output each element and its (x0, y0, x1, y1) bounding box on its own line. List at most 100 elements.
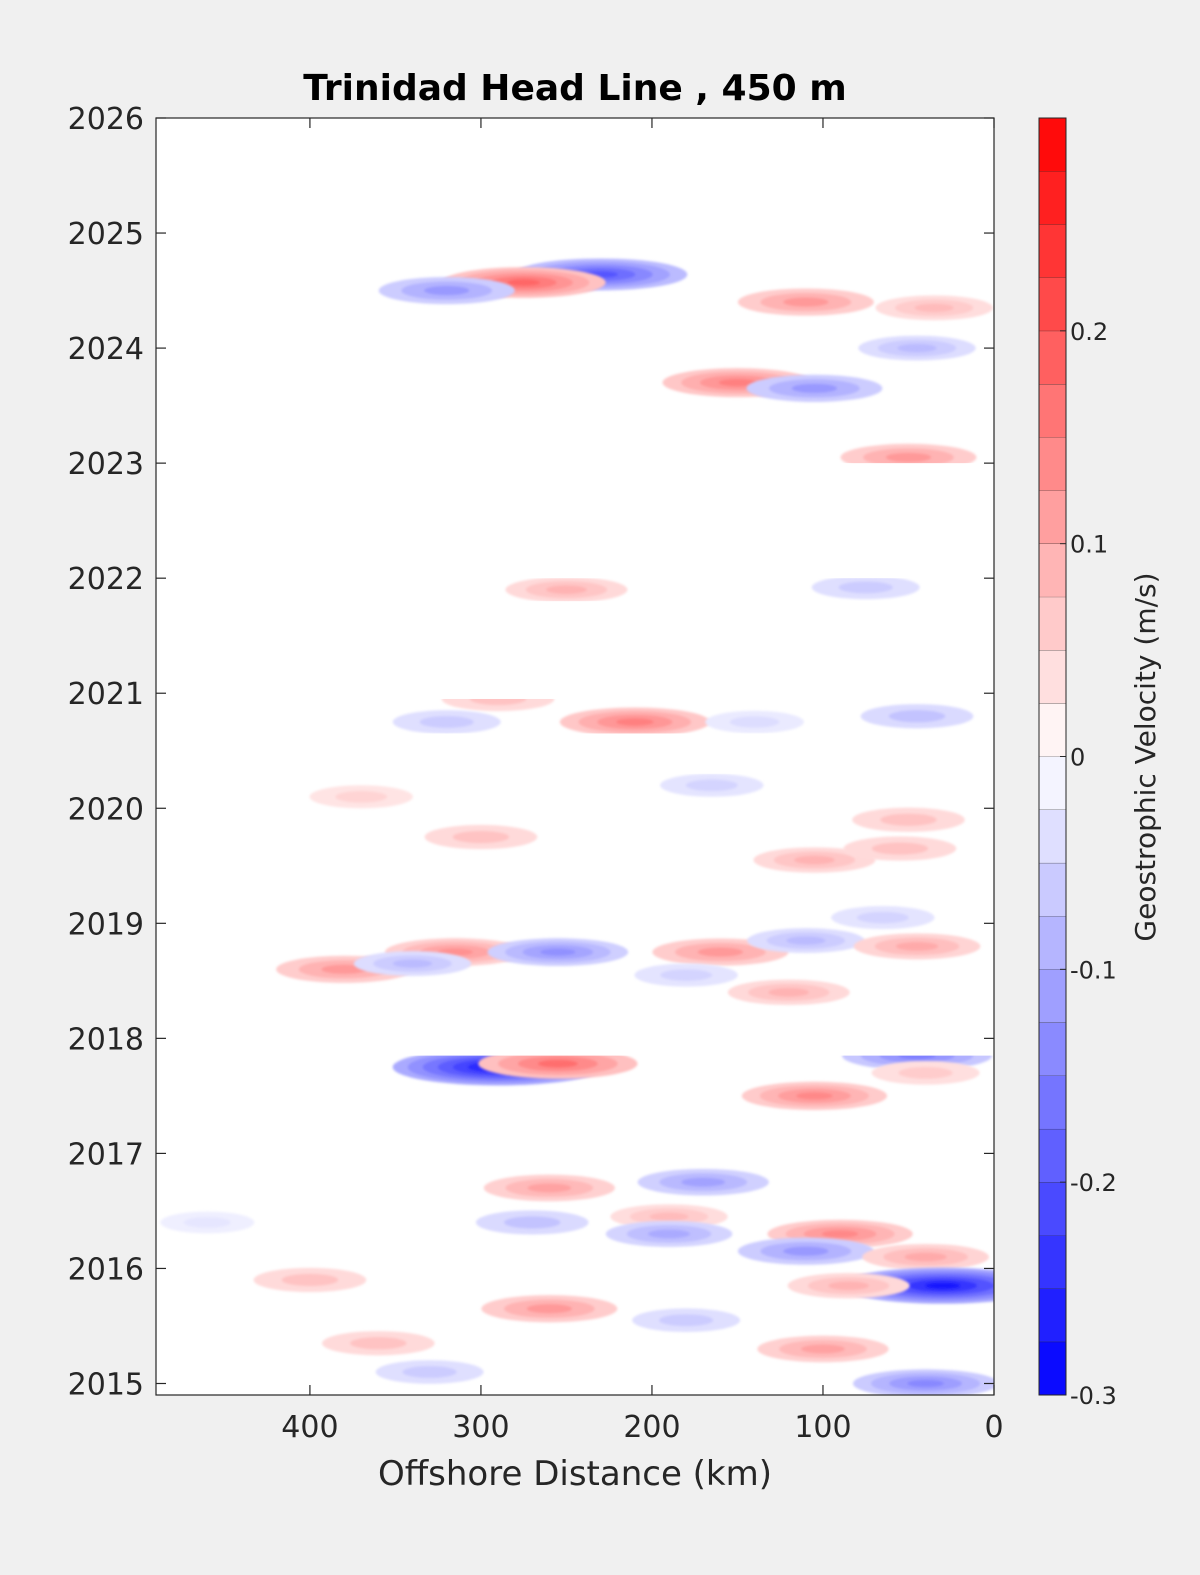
heatmap-contour (660, 969, 712, 981)
data-gap (156, 1009, 994, 1056)
heatmap-contour (281, 1273, 339, 1287)
colorbar-segment (1039, 1182, 1066, 1236)
y-tick-label: 2023 (68, 447, 144, 482)
heatmap-blob (505, 576, 628, 603)
heatmap-contour (183, 1216, 231, 1228)
colorbar-segment (1039, 756, 1066, 810)
y-tick-label: 2018 (68, 1022, 144, 1057)
heatmap-blob (843, 836, 957, 861)
heatmap-contour (452, 830, 510, 844)
heatmap-contour (335, 791, 388, 803)
colorbar-segment (1039, 703, 1066, 757)
chart-title: Trinidad Head Line , 450 m (303, 68, 846, 109)
heatmap-blob (746, 374, 883, 402)
colorbar-label: Geostrophic Velocity (m/s) (1129, 572, 1162, 941)
heatmap-contour (786, 936, 826, 945)
colorbar-segment (1039, 171, 1066, 225)
heatmap-contour (681, 1177, 726, 1187)
heatmap-contour (321, 964, 367, 974)
heatmap-blob (853, 933, 981, 960)
colorbar-segment (1039, 277, 1066, 331)
x-tick-label: 200 (623, 1410, 680, 1445)
heatmap-contour (885, 452, 932, 462)
data-gap (156, 463, 994, 579)
heatmap-contour (838, 581, 893, 594)
heatmap-blob (871, 1061, 980, 1085)
x-axis-label: Offshore Distance (km) (378, 1454, 772, 1494)
x-tick-label: 300 (452, 1410, 509, 1445)
y-tick-label: 2022 (68, 562, 144, 597)
heatmap-contour (504, 1216, 561, 1229)
x-tick-label: 100 (794, 1410, 851, 1445)
heatmap-blob (378, 276, 515, 305)
heatmap-contour (801, 1344, 845, 1354)
heatmap-contour (898, 1066, 953, 1079)
plot-frame (155, 117, 995, 1396)
heatmap-blob (858, 335, 976, 361)
colorbar-tick-label: -0.1 (1070, 956, 1117, 984)
colorbar-tick-label: 0.1 (1070, 531, 1108, 559)
heatmap-blob (478, 1048, 638, 1079)
heatmap-contour (796, 1092, 833, 1100)
heatmap-blob (353, 951, 472, 976)
heatmap-contour (392, 959, 433, 968)
heatmap-blob (753, 847, 876, 873)
colorbar-tick-label: 0 (1070, 744, 1085, 772)
colorbar-segment (1039, 490, 1066, 544)
colorbar-segment (1039, 437, 1066, 491)
heatmap-contour (783, 297, 829, 307)
y-tick-label: 2024 (68, 332, 144, 367)
colorbar-segment (1039, 1235, 1066, 1289)
y-tick-label: 2026 (68, 102, 144, 137)
heatmap-blob (160, 1211, 255, 1234)
heatmap-blob (483, 1174, 616, 1202)
heatmap-blob (757, 1335, 889, 1363)
colorbar-segment (1039, 1128, 1066, 1183)
heatmap-blob (831, 906, 935, 930)
data-gaps (156, 463, 994, 1056)
colorbar-segment (1039, 224, 1066, 278)
heatmap-contour (729, 716, 780, 728)
heatmap-contour (857, 911, 909, 924)
heatmap-contour (888, 710, 946, 723)
heatmap-contour (897, 343, 937, 353)
heatmap-blob (424, 824, 538, 850)
heatmap-blob (632, 1308, 741, 1333)
x-axis: 400 300 200 100 0 (281, 118, 1004, 1445)
y-tick-label: 2020 (68, 792, 144, 827)
heatmap-contour (526, 1304, 573, 1314)
heatmap-contour (527, 1183, 572, 1193)
colorbar-segment (1039, 1075, 1066, 1129)
heatmap-contour (828, 1281, 869, 1290)
heatmap-blob (787, 1273, 910, 1299)
heatmap-contour (783, 1246, 829, 1256)
heatmap-contour (794, 855, 835, 865)
heatmap-blob (852, 1369, 994, 1395)
heatmap-blob (605, 1220, 733, 1247)
heatmap-blob (481, 1295, 618, 1323)
heatmap-blob (875, 295, 993, 321)
heatmap-blob (660, 773, 764, 797)
heatmap-blob (321, 1331, 435, 1356)
heatmap-contour (697, 947, 744, 957)
colorbar-segment (1039, 384, 1066, 438)
data-gap (156, 733, 994, 774)
heatmap-contour (616, 718, 654, 726)
heatmap-blob (309, 785, 413, 809)
colorbar-segment (1039, 650, 1066, 704)
heatmap-contour (424, 286, 470, 296)
heatmap-blob (705, 710, 804, 734)
heatmap-blob (634, 963, 738, 987)
colorbar (1039, 117, 1066, 1395)
heatmap-blob (392, 710, 501, 734)
heatmap-blob (811, 575, 920, 600)
x-tick-label: 400 (281, 1410, 338, 1445)
heatmap-blob (727, 979, 850, 1006)
heatmap-blob (747, 928, 865, 953)
colorbar-segment (1039, 1022, 1066, 1076)
heatmap-contour (659, 1314, 714, 1327)
colorbar-segment (1039, 1341, 1066, 1395)
heatmap-contour (907, 1379, 944, 1388)
x-tick-label: 0 (984, 1410, 1003, 1445)
heatmap-contour (895, 941, 939, 951)
